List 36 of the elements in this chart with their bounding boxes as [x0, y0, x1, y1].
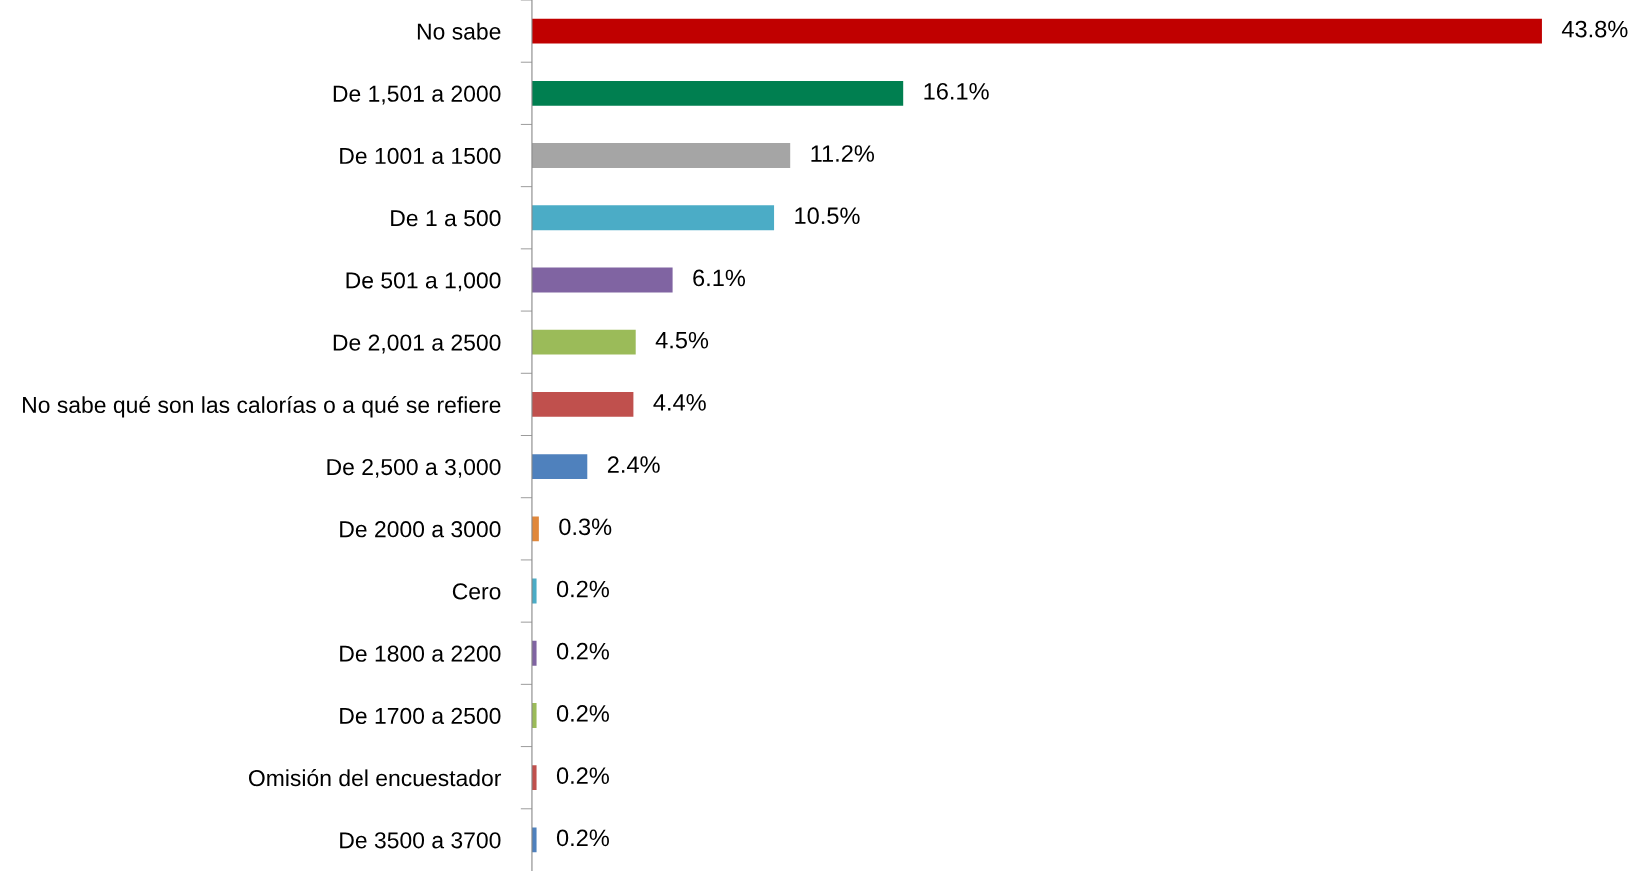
data-label: 10.5%	[795, 207, 860, 225]
y-tick-label: No sabe	[417, 22, 501, 40]
data-label: 2.4%	[607, 456, 660, 473]
y-tick-label: Cero	[452, 583, 501, 600]
data-label: 6.1%	[693, 269, 746, 287]
y-tick-label: De 1800 a 2200	[340, 645, 501, 662]
bar	[531, 454, 588, 480]
y-tick-label: Omisión del encuestador	[249, 769, 502, 787]
data-label: 16.1%	[924, 82, 989, 100]
y-tick-label: De 1,501 a 2000	[333, 85, 501, 105]
y-tick-label: De 2,500 a 3,000	[327, 458, 501, 478]
data-label: 0.2%	[556, 705, 609, 722]
y-tick-label: De 2,001 a 2500	[333, 334, 501, 354]
data-label: 0.2%	[556, 580, 609, 598]
data-label: 0.2%	[556, 642, 609, 660]
bar	[531, 329, 636, 355]
bar	[531, 205, 775, 231]
y-tick-label: De 501 a 1,000	[346, 272, 501, 292]
data-label: 4.5%	[655, 331, 709, 349]
y-tick-label: De 1001 a 1500	[340, 147, 501, 165]
data-label: 11.2%	[811, 145, 875, 162]
bar	[531, 143, 791, 168]
y-tick-label: De 1 a 500	[391, 210, 501, 227]
data-label: 43.8%	[1561, 20, 1628, 38]
bar	[531, 267, 673, 293]
data-label: 0.3%	[559, 518, 612, 536]
bar	[531, 18, 1542, 44]
y-tick-label: De 1700 a 2500	[340, 707, 501, 724]
y-tick-label: De 2000 a 3000	[340, 521, 501, 538]
data-label: 0.2%	[556, 767, 609, 785]
data-label: 4.4%	[653, 394, 706, 411]
bar	[531, 391, 634, 417]
y-tick-label: De 3500 a 3700	[340, 832, 501, 849]
data-label: 0.2%	[556, 829, 609, 847]
bar	[531, 80, 904, 106]
y-tick-label: No sabe qué son las calorías o a qué se refiere	[23, 395, 501, 418]
